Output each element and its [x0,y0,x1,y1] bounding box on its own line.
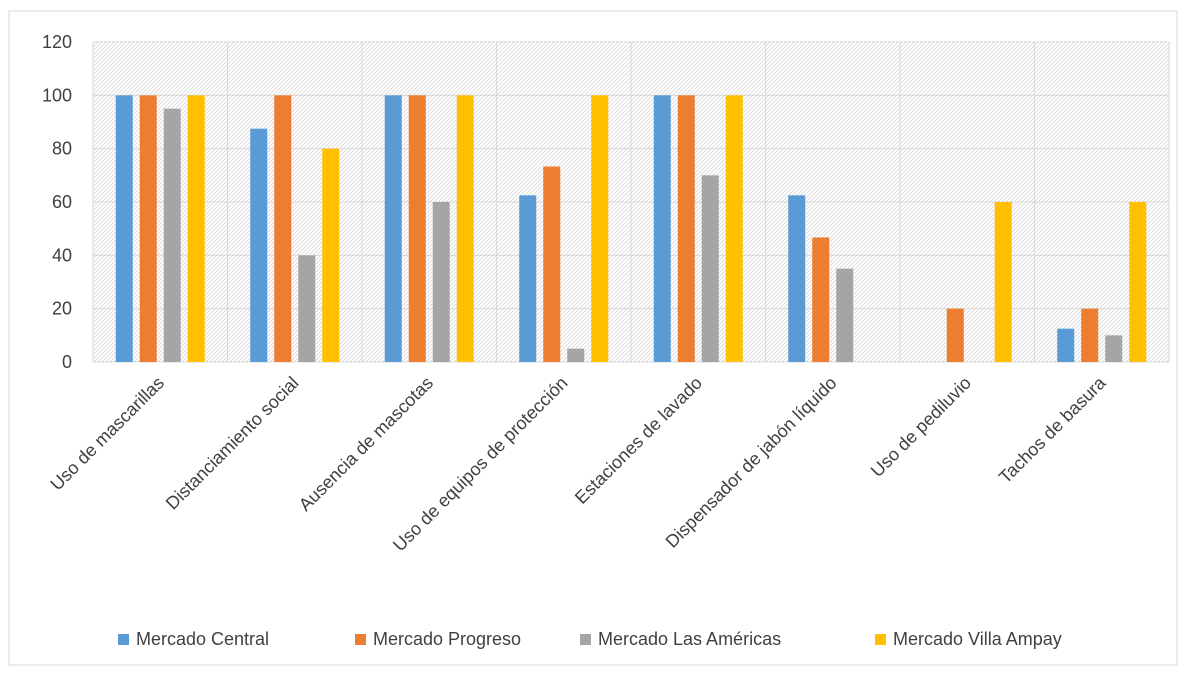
y-tick-label: 20 [52,299,72,319]
bar [1057,328,1075,362]
legend-swatch [118,634,129,645]
legend: Mercado Central Mercado Progreso Mercado L… [118,629,1062,649]
bar [812,237,830,362]
bar [1105,335,1123,362]
bar [274,95,292,362]
bar [543,166,561,362]
bar [788,195,806,362]
bar [591,95,609,362]
bar [725,95,743,362]
bar [836,268,854,362]
bars [115,95,1147,363]
y-tick-label: 60 [52,192,72,212]
y-tick-label: 0 [62,352,72,372]
y-tick-label: 120 [42,32,72,52]
legend-swatch [875,634,886,645]
y-axis-ticks: 0 20 40 60 80 100 120 [42,32,72,372]
bar [567,348,585,362]
bar [250,128,268,362]
legend-label: Mercado Las Américas [598,629,781,649]
y-tick-label: 40 [52,245,72,265]
bar [994,202,1012,362]
bar [519,195,537,362]
gridlines [92,41,1170,363]
legend-swatch [355,634,366,645]
bar [1129,202,1147,362]
legend-label: Mercado Villa Ampay [893,629,1062,649]
bar [163,108,181,363]
legend-swatch [580,634,591,645]
bar [115,95,133,362]
bar [1081,308,1099,362]
bar [322,148,340,362]
legend-label: Mercado Central [136,629,269,649]
bar [408,95,426,362]
bar [187,95,205,362]
bar [298,255,316,362]
y-tick-label: 80 [52,139,72,159]
bar [701,175,719,362]
bar [432,202,450,362]
y-tick-label: 100 [42,85,72,105]
bar [946,308,964,362]
bar [139,95,157,362]
bar [456,95,474,362]
bar [384,95,402,362]
bar [653,95,671,362]
bar [677,95,695,362]
legend-label: Mercado Progreso [373,629,521,649]
